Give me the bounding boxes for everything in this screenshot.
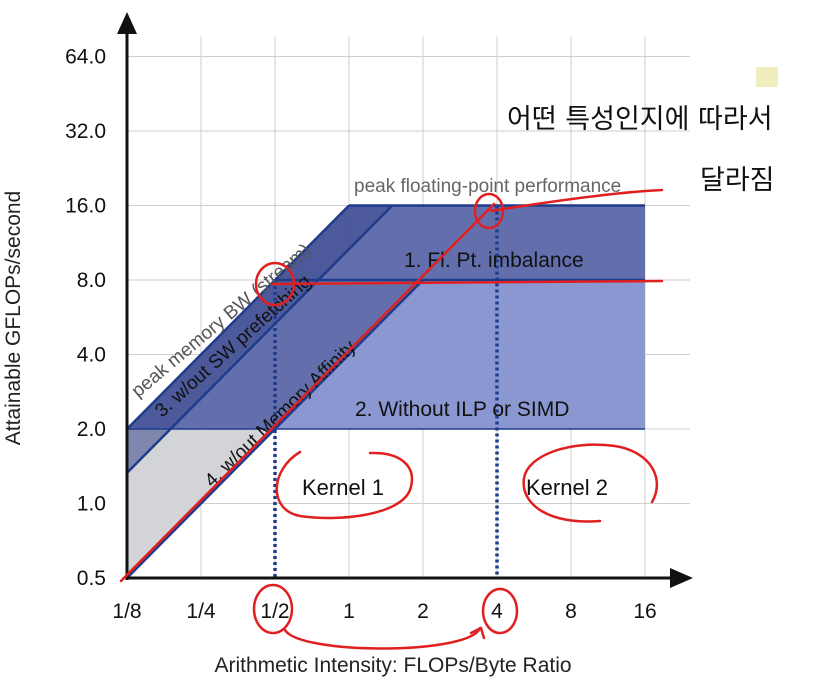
red-circle-kernel2-roof	[473, 192, 505, 230]
x-tick-label-7: 16	[633, 600, 656, 623]
region-without-ilp-simd	[275, 280, 645, 429]
handwritten-note-line-2: 달라짐	[700, 165, 775, 196]
red-circle-tick-half	[252, 583, 294, 635]
line-peak-memory-bw	[126, 204, 350, 430]
red-ink-diagonal	[119, 202, 496, 583]
roof-lines	[125, 204, 645, 579]
x-tick-label-2: 1/2	[260, 600, 289, 623]
red-circle-kernel1-roof	[254, 261, 296, 307]
y-tick-label-0: 0.5	[77, 567, 106, 590]
x-tick-label-3: 1	[343, 600, 355, 623]
x-tick-label-5: 4	[491, 600, 503, 623]
handwritten-note-line-1: 어떤 특성인지에 따라서	[507, 104, 773, 135]
y-tick-label-1: 1.0	[77, 493, 106, 516]
red-ink-peak-curve	[489, 188, 664, 213]
x-tick-label-4: 2	[417, 600, 429, 623]
x-tick-label-6: 8	[565, 600, 577, 623]
y-tick-labels: 0.5 1.0 2.0 4.0 8.0 16.0 32.0 64.0	[65, 46, 106, 591]
sticky-note	[756, 67, 778, 87]
x-tick-label-0: 1/8	[112, 600, 141, 623]
label-peak-fp: peak floating-point performance	[354, 176, 621, 197]
red-circle-tick-4	[481, 587, 519, 635]
x-axis-arrow	[670, 568, 693, 588]
red-circle-kernel1-label	[275, 450, 413, 520]
kernel-markers	[273, 205, 499, 578]
y-tick-label-6: 32.0	[65, 120, 106, 143]
red-circle-kernel2-label	[522, 443, 658, 523]
y-tick-label-4: 8.0	[77, 269, 106, 292]
red-arrow-head	[469, 626, 486, 640]
y-tick-label-2: 2.0	[77, 418, 106, 441]
y-tick-label-3: 4.0	[77, 344, 106, 367]
kernel-2-label: Kernel 2	[526, 475, 608, 500]
y-axis-title: Attainable GFLOPs/second	[2, 191, 25, 445]
red-arrow-half-to-4	[283, 626, 482, 650]
y-tick-label-5: 16.0	[65, 195, 106, 218]
y-tick-label-7: 64.0	[65, 46, 106, 69]
y-axis-arrow	[117, 12, 137, 34]
x-axis-title: Arithmetic Intensity: FLOPs/Byte Ratio	[214, 654, 571, 677]
kernel-1-label: Kernel 1	[302, 475, 384, 500]
x-tick-labels: 1/8 1/4 1/2 1 2 4 8 16	[112, 600, 656, 623]
label-ilp-simd: 2. Without ILP or SIMD	[355, 398, 569, 421]
label-fp-imbalance: 1. Fl. Pt. imbalance	[404, 249, 584, 272]
handwritten-marks	[119, 188, 664, 650]
x-tick-label-1: 1/4	[186, 600, 216, 623]
axes	[117, 12, 693, 588]
red-ink-horizontal-8	[270, 279, 664, 286]
